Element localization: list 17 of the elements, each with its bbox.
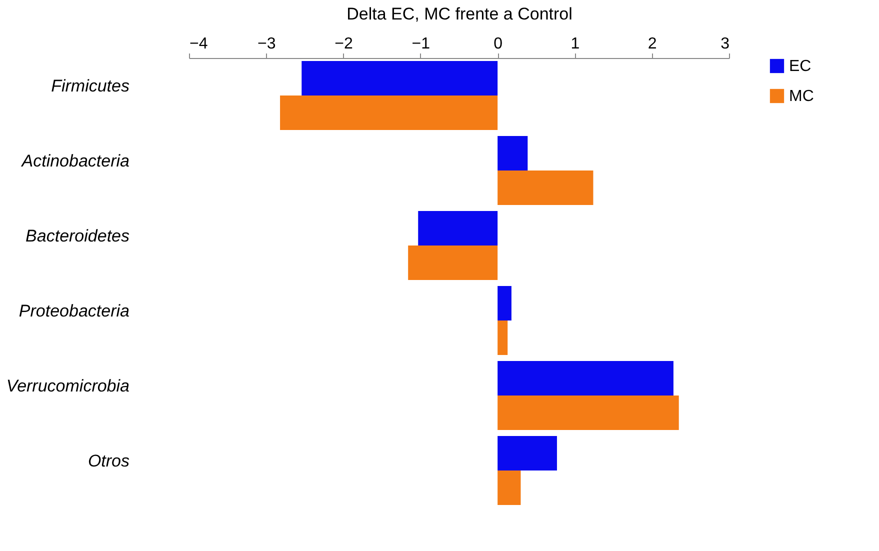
x-tick-label: 1 (570, 36, 580, 52)
x-axis-title: Delta EC, MC frente a Control (346, 4, 572, 24)
y-tick-label: Otros (88, 452, 130, 470)
x-tick-label: −4 (190, 36, 208, 52)
y-tick-label: Actinobacteria (20, 152, 130, 170)
legend-label: MC (789, 88, 814, 105)
x-tick-label: −1 (412, 36, 430, 52)
x-tick-label: 3 (720, 36, 730, 52)
y-tick-label: Proteobacteria (18, 302, 130, 320)
y-tick-label: Verrucomicrobia (6, 376, 130, 396)
x-tick-label: 2 (648, 36, 657, 52)
x-tick-label: 0 (494, 36, 503, 52)
x-tick-label: −3 (258, 36, 276, 52)
y-tick-label: Firmicutes (51, 76, 130, 96)
x-tick-label: −2 (334, 36, 354, 52)
legend-label: EC (789, 58, 812, 75)
y-tick-label: Bacteroidetes (26, 226, 130, 246)
